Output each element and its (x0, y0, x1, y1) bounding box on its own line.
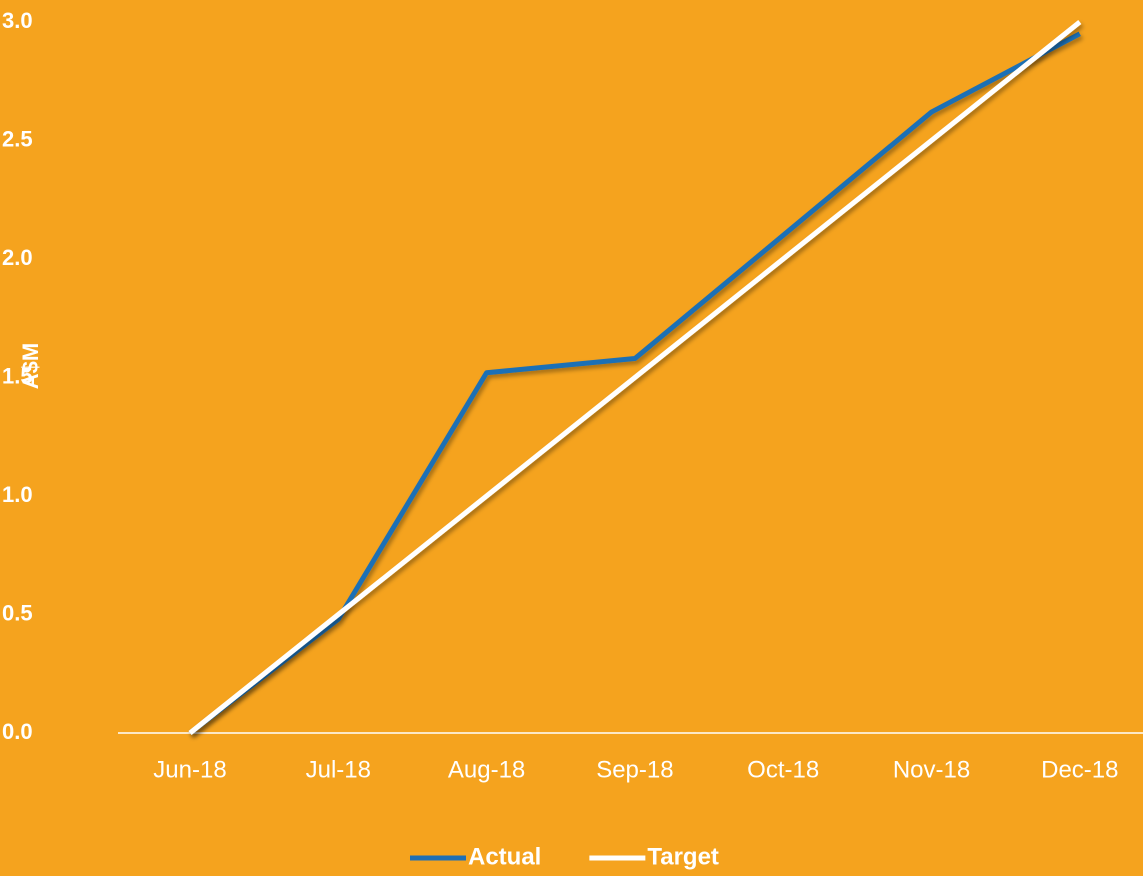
x-tick-label: Jun-18 (153, 756, 226, 783)
y-axis-label: A$M (18, 343, 43, 389)
x-tick-label: Aug-18 (448, 756, 525, 783)
y-tick-label: 2.0 (2, 245, 33, 270)
y-tick-label: 0.5 (2, 600, 33, 625)
y-tick-label: 1.5 (2, 363, 33, 388)
y-tick-label: 2.5 (2, 126, 33, 151)
series-line (188, 31, 1081, 735)
y-tick-label: 1.0 (2, 482, 33, 507)
series-line (188, 20, 1082, 735)
x-tick-label: Sep-18 (596, 756, 673, 783)
x-tick-label: Oct-18 (747, 756, 819, 783)
x-tick-label: Nov-18 (893, 756, 970, 783)
y-tick-label: 0.0 (2, 719, 33, 744)
y-tick-label: 3.0 (2, 8, 33, 33)
x-tick-label: Jul-18 (306, 756, 371, 783)
legend-label: Actual (468, 843, 541, 870)
legend-label: Target (647, 843, 719, 870)
x-tick-label: Dec-18 (1041, 756, 1118, 783)
